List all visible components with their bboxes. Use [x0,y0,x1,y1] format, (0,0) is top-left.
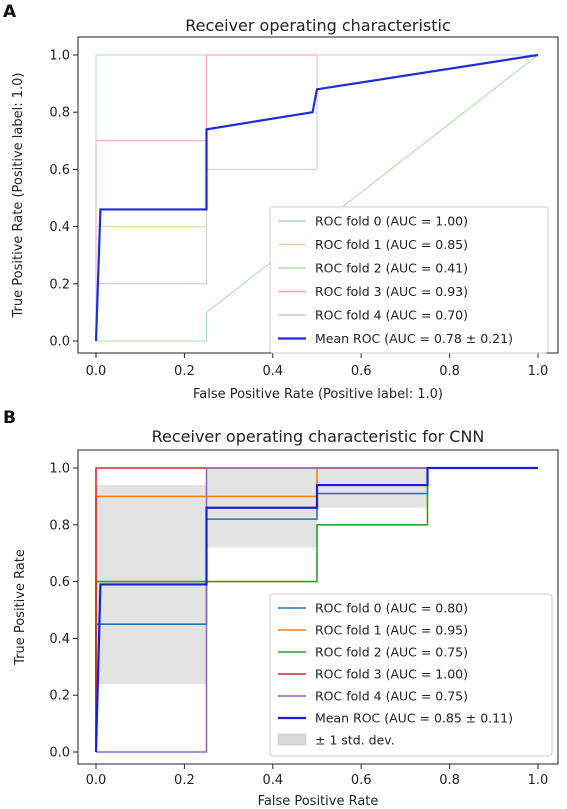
panel-b-xtick-label: 0.6 [351,773,372,788]
panel-a-xtick-label: 0.0 [86,364,107,379]
panel-a-xtick-label: 0.4 [262,364,283,379]
panel-a-ytick-label: 0.4 [49,220,70,235]
panel-a-legend-label: ROC fold 2 (AUC = 0.41) [315,261,468,276]
panel-a-letter: A [3,2,17,22]
panel-a-legend-label: ROC fold 3 (AUC = 0.93) [315,284,468,299]
panel-b-xtick-label: 0.4 [262,773,283,788]
panel-a-xtick-label: 0.2 [174,364,195,379]
panel-b-xtick-label: 0.0 [86,773,107,788]
panel-a-ytick-label: 1.0 [49,49,70,64]
panel-a-ytick-label: 0.6 [49,163,70,178]
panel-b-xtick-label: 0.2 [174,773,195,788]
panel-b-legend-box [269,593,553,757]
panel-b-letter: B [3,408,16,428]
panel-b-xtick-label: 1.0 [528,773,549,788]
panel-b-legend-label: ROC fold 1 (AUC = 0.95) [315,623,468,638]
panel-b-legend-label: Mean ROC (AUC = 0.85 ± 0.11) [315,711,513,726]
panel-a-legend-label: ROC fold 1 (AUC = 0.85) [315,237,468,252]
panel-a-title: Receiver operating characteristic [185,16,451,35]
panel-b-legend-label: ROC fold 0 (AUC = 0.80) [315,601,468,616]
panel-b-legend-swatch [277,733,307,746]
panel-b-ytick-label: 0.2 [49,689,70,704]
panel-a-roc-fold-2-line [96,54,539,342]
panel-b-ytick-label: 0.6 [49,575,70,590]
panel-a-legend: ROC fold 0 (AUC = 1.00) ROC fold 1 (AUC =… [269,206,549,354]
panel-b-ylabel: True Positive Rate [13,549,28,666]
panel-a-legend-label: Mean ROC (AUC = 0.78 ± 0.21) [315,331,513,346]
panel-a-legend-label: ROC fold 0 (AUC = 1.00) [315,214,468,229]
panel-a-xtick-label: 0.8 [439,364,460,379]
panel-a-mean-roc-line [94,53,539,342]
panel-a-ylabel: True Positive Rate (Positive label: 1.0) [11,73,26,319]
panel-a-chart: Receiver operating characteristic 0.0 0.2 0… [11,16,559,402]
panel-b-roc-fold-4-line [96,467,538,753]
panel-b-xlabel: False Positive Rate [258,794,379,809]
panel-b-title: Receiver operating characteristic for CN… [152,427,485,446]
panel-b-ytick-label: 0.4 [49,632,70,647]
panel-b-legend-label: ± 1 std. dev. [315,733,395,748]
panel-b-chart: Receiver operating characteristic for CN… [13,427,559,809]
panel-a-ytick-label: 0.0 [49,335,70,350]
panel-b-legend-label: ROC fold 4 (AUC = 0.75) [315,689,468,704]
panel-b-xtick-label: 0.8 [439,773,460,788]
panel-b-axes-frame [77,449,559,765]
panel-b-legend-label: ROC fold 3 (AUC = 1.00) [315,667,468,682]
panel-b-ytick-label: 0.8 [49,518,70,533]
panel-a-xtick-label: 0.6 [351,364,372,379]
panel-b-ytick-label: 0.0 [49,746,70,761]
panel-a-xtick-label: 1.0 [528,364,549,379]
panel-a-legend-label: ROC fold 4 (AUC = 0.70) [315,308,468,323]
panel-b-legend: ROC fold 0 (AUC = 0.80) ROC fold 1 (AUC =… [269,593,553,757]
panel-b-mean-roc-line [94,466,538,753]
panel-a-xlabel: False Positive Rate (Positive label: 1.0… [193,387,443,402]
panel-a-ytick-label: 0.8 [49,106,70,121]
panel-b-legend-label: ROC fold 2 (AUC = 0.75) [315,645,468,660]
panel-a-legend-box [269,206,549,354]
panel-a-ytick-label: 0.2 [49,277,70,292]
panel-b-ytick-label: 1.0 [49,462,70,477]
